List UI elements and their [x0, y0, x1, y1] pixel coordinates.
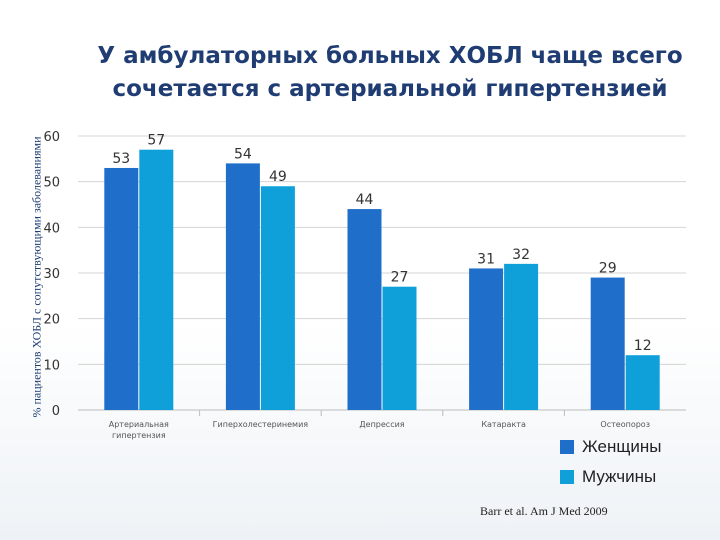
bar-men	[260, 186, 295, 410]
y-tick-label: 60	[43, 130, 60, 145]
y-tick-label: 30	[43, 267, 60, 282]
data-label: 54	[234, 146, 252, 162]
legend-item: Мужчины	[560, 462, 661, 492]
category-label: Депрессия	[359, 420, 404, 429]
data-label: 27	[391, 270, 409, 286]
bar-men	[382, 286, 417, 410]
bar-men	[504, 263, 539, 410]
title-line-2: сочетается с артериальной гипертензией	[112, 76, 668, 102]
data-label: 49	[269, 169, 287, 185]
source-citation: Barr et al. Am J Med 2009	[480, 504, 608, 518]
y-tick-label: 50	[43, 176, 60, 191]
category-label: Остеопороз	[600, 420, 650, 429]
title-line-1: У амбулаторных больных ХОБЛ чаще всего	[97, 43, 683, 69]
category-label: гипертензия	[112, 431, 166, 440]
bar-women	[590, 277, 625, 410]
legend-swatch	[560, 470, 574, 484]
data-label: 53	[112, 151, 130, 167]
y-tick-label: 10	[43, 358, 60, 373]
bar-women	[347, 209, 382, 410]
bar-women	[225, 163, 260, 410]
legend: Женщины Мужчины	[560, 432, 661, 492]
data-label: 31	[477, 251, 495, 267]
category-label: Артериальная	[109, 420, 169, 429]
y-tick-label: 40	[43, 221, 60, 236]
bar-women	[469, 268, 504, 410]
legend-label: Мужчины	[582, 467, 657, 486]
y-tick-label: 20	[43, 313, 60, 328]
legend-swatch	[560, 440, 574, 454]
legend-item: Женщины	[560, 432, 661, 462]
page-title: У амбулаторных больных ХОБЛ чаще всего с…	[70, 40, 710, 106]
category-label: Катаракта	[481, 420, 526, 429]
bar-men	[139, 149, 174, 410]
category-label: Гиперхолестеринемия	[213, 420, 309, 429]
bar-men	[625, 355, 660, 410]
data-label: 12	[634, 338, 652, 354]
data-label: 57	[147, 133, 165, 149]
y-tick-label: 0	[52, 404, 60, 419]
data-label: 29	[599, 261, 617, 277]
legend-label: Женщины	[582, 437, 662, 456]
bar-women	[104, 167, 139, 410]
data-label: 32	[512, 247, 530, 263]
data-label: 44	[356, 192, 374, 208]
